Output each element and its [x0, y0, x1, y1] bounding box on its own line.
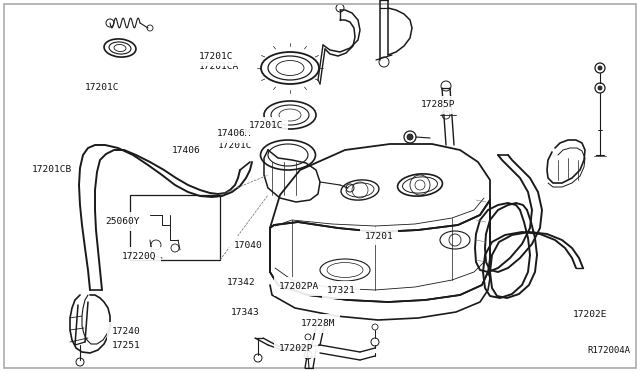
- Text: 17201C: 17201C: [248, 121, 283, 130]
- Text: 17040: 17040: [234, 241, 262, 250]
- Text: 17201CA: 17201CA: [198, 62, 239, 71]
- Text: R172004A: R172004A: [587, 346, 630, 355]
- Text: 17201C: 17201C: [198, 52, 233, 61]
- Text: 17343: 17343: [230, 308, 259, 317]
- Text: 25060Y: 25060Y: [106, 217, 140, 226]
- Text: 17202PA: 17202PA: [278, 282, 319, 291]
- Text: 17202E: 17202E: [573, 310, 607, 319]
- Text: 17406: 17406: [172, 146, 200, 155]
- Circle shape: [598, 86, 602, 90]
- Text: 17285P: 17285P: [421, 100, 456, 109]
- Text: 17201C: 17201C: [84, 83, 119, 92]
- Ellipse shape: [264, 101, 316, 129]
- Text: 17342: 17342: [227, 278, 256, 287]
- Circle shape: [598, 66, 602, 70]
- Text: 17201: 17201: [365, 232, 394, 241]
- Text: 17251: 17251: [112, 341, 141, 350]
- Ellipse shape: [260, 140, 316, 170]
- Text: 17202P: 17202P: [279, 344, 314, 353]
- Text: 17321: 17321: [326, 286, 355, 295]
- Text: 17406M: 17406M: [216, 129, 251, 138]
- Text: 17220Q: 17220Q: [122, 252, 156, 261]
- Circle shape: [407, 134, 413, 140]
- Text: 17201C: 17201C: [218, 141, 252, 150]
- Ellipse shape: [261, 52, 319, 84]
- Bar: [130, 195, 220, 260]
- Text: 17201CB: 17201CB: [32, 165, 72, 174]
- Text: 17240: 17240: [112, 327, 141, 336]
- Circle shape: [442, 111, 450, 119]
- Text: 17228M: 17228M: [301, 319, 335, 328]
